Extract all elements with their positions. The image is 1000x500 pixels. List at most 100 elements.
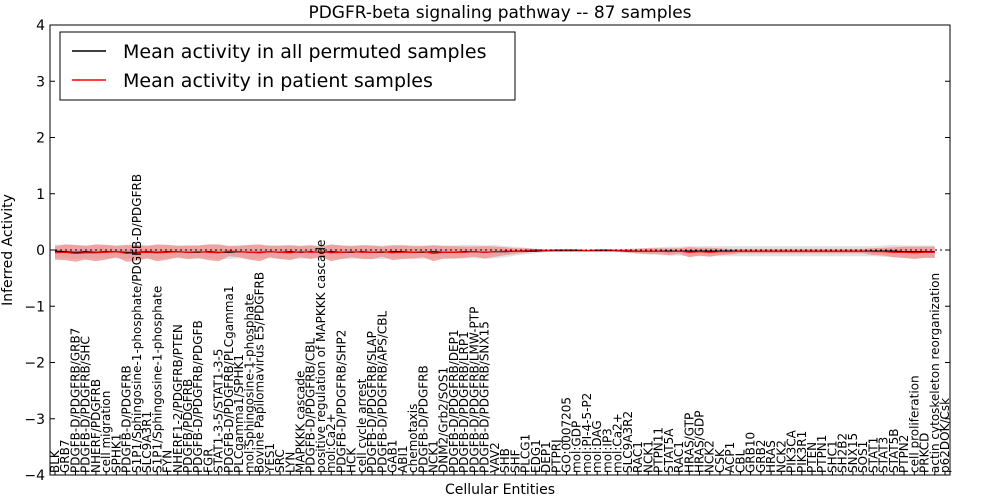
x-tick-label: NCK2 (703, 440, 717, 473)
x-tick-label: LYN (283, 452, 297, 473)
x-tick-label: STAT1 (866, 437, 880, 473)
x-tick-label: cell cycle arrest (355, 378, 369, 473)
x-tick-label: PDGFB-D/PDGFRB/APS/CBL (375, 310, 389, 473)
x-tick-label: SRC (273, 449, 287, 473)
x-tick-label: GAB1 (386, 440, 400, 473)
x-tick-label: GRB10 (744, 432, 758, 473)
x-tick-label: GO:0007205 (560, 397, 574, 473)
x-tick-label: PTEN (805, 442, 819, 473)
x-tick-label: PTPN1 (815, 435, 829, 473)
x-tick-label: PDGFB-D/PDGFRB/LMW-PTP (467, 307, 481, 473)
x-tick-label: MAPKKK cascade (294, 371, 308, 473)
y-tick-label: 2 (36, 131, 45, 147)
chart-title: PDGFR-beta signaling pathway -- 87 sampl… (308, 3, 691, 23)
x-tick-label: HRAS/GTP (682, 413, 696, 473)
x-tick-label: PDGFB-D/PDGFRB/PLCgamma1 (222, 286, 236, 473)
x-tick-label: PTPN2 (897, 435, 911, 473)
x-tick-label: mol:DAG (590, 420, 604, 473)
legend-box (59, 31, 516, 101)
x-tick-label: STAT1-3-5/STAT1-3-5 (212, 349, 226, 473)
x-tick-label: PDGFB-D/PDGFRB/SHC (79, 336, 93, 473)
x-tick-label: FGR (201, 448, 215, 473)
activity-lines (54, 249, 935, 255)
x-tick-label: HRAS (764, 440, 778, 473)
x-tick-label: NCK1 (641, 440, 655, 473)
y-tick-label: 1 (36, 187, 45, 203)
x-tick-label: PDGFB-D/PDGFRB (120, 365, 134, 473)
x-axis: BLKGRB7PDGFB-D/PDGFRB/GRB7PDGFB-D/PDGFRB… (48, 174, 952, 475)
y-tick-label: −2 (24, 356, 45, 372)
x-tick-label: PLCgamma1/SPHK1 (232, 354, 246, 473)
legend-label-permuted: Mean activity in all permuted samples (123, 41, 486, 63)
x-tick-label: mol:IP3 (600, 428, 614, 473)
x-tick-label: Bovine Papilomavirus E5/PDGFRB (253, 272, 267, 473)
x-tick-label: VAV2 (488, 442, 502, 473)
x-tick-label: S1P1/Sphingosine-1-phosphate/PDGFB-D/PDG… (130, 174, 144, 473)
x-tick-label: HCK (345, 447, 359, 473)
y-tick-label: 3 (36, 74, 45, 90)
x-tick-label: p62DOK/Csk (938, 398, 952, 473)
x-tick-label: SNX15 (846, 433, 860, 473)
x-tick-label: GRB7 (58, 439, 72, 473)
x-tick-label: RAC1 (672, 441, 686, 473)
x-tick-label: PDGFB/PDGFRB (181, 379, 195, 473)
x-tick-label: NCK2 (774, 440, 788, 473)
x-tick-label: cell migration (99, 391, 113, 473)
x-tick-label: PDGFB-D/PDGFRB/GRB7 (69, 328, 83, 473)
x-tick-label: RAC1 (631, 441, 645, 473)
x-tick-label: PTPRJ (549, 439, 563, 473)
x-tick-label: PLCG1 (519, 434, 533, 473)
x-tick-label: mol:Sphingosine-1-phosphate (242, 294, 256, 474)
x-tick-label: PDGFB-D/PDGFRB/PDGFB (191, 320, 205, 473)
x-tick-label: CSK (713, 448, 727, 473)
x-tick-label: FYN (161, 450, 175, 473)
x-tick-label: STAT3 (877, 437, 891, 473)
x-tick-label: STAT5B (887, 429, 901, 474)
y-tick-label: −3 (24, 412, 45, 428)
x-tick-label: PTPN11 (652, 427, 666, 473)
x-tick-label: YES1 (263, 443, 277, 474)
y-axis-label: Inferred Activity (0, 194, 16, 306)
x-tick-label: PDGFB-D/PDGFRB/LRP1 (457, 331, 471, 473)
x-tick-label: CBL (733, 449, 747, 473)
y-tick-label: −1 (24, 299, 45, 315)
x-tick-label: PDGFB-D/PDGFRB/SNX15 (478, 321, 492, 473)
x-tick-label: SHB (498, 448, 512, 473)
x-tick-label: EDG1 (529, 439, 543, 473)
x-tick-label: GRB2 (754, 439, 768, 473)
x-tick-label: chemotaxis (406, 404, 420, 473)
x-tick-label: SH2B2 (836, 433, 850, 473)
x-tick-label: mol:GDP (570, 421, 584, 473)
x-tick-label: PDGFB-D/PDGFRB/SHP2 (334, 330, 348, 473)
x-tick-label: PIK3R1 (795, 431, 809, 473)
x-tick-label: DEP1 (539, 441, 553, 473)
x-tick-label: cell proliferation (907, 375, 921, 473)
x-tick-label: positive regulation of MAPKKK cascade (314, 240, 328, 473)
x-tick-label: SOS1 (856, 441, 870, 473)
x-tick-label: PRKCD (918, 433, 932, 473)
legend-label-patient: Mean activity in patient samples (123, 70, 433, 92)
x-tick-label: SPHK1 (109, 434, 123, 473)
x-tick-label: PDGFB-D/PDGFRB/CBL (304, 338, 318, 473)
x-tick-label: BLK (48, 449, 62, 473)
x-tick-label: ACP1 (723, 442, 737, 473)
legend: Mean activity in all permuted samples Me… (59, 31, 516, 101)
x-axis-label: Cellular Entities (445, 482, 555, 498)
x-tick-label: DNM2/Grb2/SOS1 (437, 367, 451, 473)
x-tick-label: actin cytoskeleton reorganization (928, 273, 942, 473)
x-tick-label: mol:Ca2+ (611, 413, 625, 473)
x-tick-label: PDGFB-D/PDGFRB/DEP1 (447, 329, 461, 473)
x-tick-label: PDGFB-D/PDGFRB (416, 365, 430, 473)
x-tick-label: mol:Ca2+ (324, 413, 338, 473)
x-tick-label: NCK1 (427, 440, 441, 473)
x-tick-label: SLC9A3R1 (140, 411, 154, 473)
x-tick-label: PDGFB-D/PDGFRB/SLAP (365, 331, 379, 473)
x-tick-label: STAT5A (662, 428, 676, 473)
x-tick-label: S1P1/Sphingosine-1-phosphate (150, 286, 164, 473)
y-axis: −4 −3 −2 −1 0 1 2 3 4 (24, 18, 950, 484)
series-line-1 (54, 249, 935, 255)
x-tick-label: NHERF/PDGFRB (89, 379, 103, 473)
y-tick-label: 4 (36, 18, 45, 34)
series-band-1 (55, 244, 935, 262)
